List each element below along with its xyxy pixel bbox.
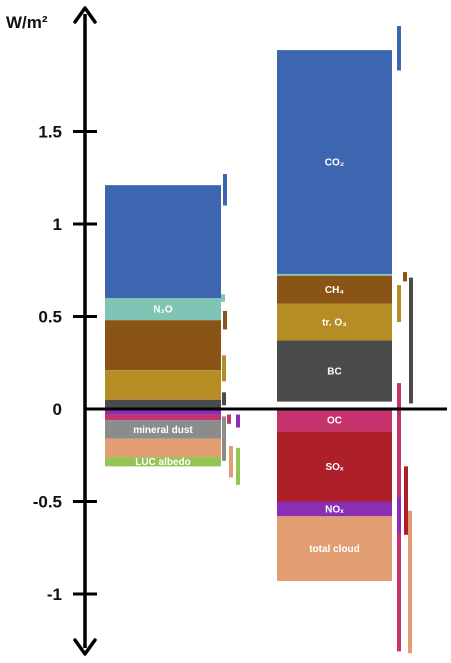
uncertainty-range-bar — [222, 392, 226, 406]
uncertainty-range-bar — [222, 355, 226, 382]
segment-label: LUC albedo — [135, 457, 191, 468]
segment-label: mineral dust — [133, 425, 193, 436]
stack-1-segment — [105, 409, 221, 415]
stack-2-segment — [277, 275, 392, 304]
uncertainty-range-bar — [222, 416, 226, 461]
y-axis-top-arrow — [73, 6, 97, 24]
uncertainty-range-bar — [397, 285, 401, 323]
uncertainty-range-bar — [229, 446, 233, 478]
uncertainty-range-bar — [223, 310, 227, 330]
uncertainty-range-bar — [397, 497, 401, 533]
stack-1-segment — [105, 414, 221, 421]
stack-2-segment — [277, 516, 392, 582]
y-tick-label: -1 — [47, 585, 62, 604]
uncertainty-range-bar — [236, 414, 240, 428]
y-axis-unit-label: W/m² — [6, 13, 48, 32]
uncertainty-range-bar — [223, 174, 227, 206]
stack-1-segment — [105, 438, 221, 458]
y-axis-bottom-arrow — [73, 638, 97, 656]
uncertainty-range-bar — [404, 466, 408, 535]
stack-1-segment — [105, 370, 221, 400]
segment-label: total cloud — [309, 544, 360, 555]
uncertainty-range-bar — [397, 26, 401, 71]
segment-label: CH₄ — [325, 285, 344, 296]
y-tick-label: -0.5 — [33, 493, 62, 512]
stack-1-segment — [105, 420, 221, 439]
stack-segments — [105, 50, 392, 582]
segment-label: tr. O₃ — [322, 318, 347, 329]
stack-2-segment — [277, 340, 392, 402]
stack-2-segment — [277, 431, 392, 502]
y-tick-label: 0.5 — [38, 308, 62, 327]
y-tick-label: 0 — [53, 400, 62, 419]
uncertainty-range-bar — [403, 272, 407, 282]
stack-1-segment — [105, 298, 221, 321]
segment-label: NOₓ — [325, 504, 344, 515]
y-axis-ticks: 1.5 1 0.5 0 -0.5 -1 — [33, 123, 97, 604]
segment-label: OC — [327, 416, 342, 427]
y-tick-label: 1 — [53, 215, 62, 234]
uncertainty-ranges — [221, 26, 413, 654]
segment-labels: N₂O mineral dust LUC albedo CO₂ CH₄ tr. O₃ BC O… — [133, 158, 360, 556]
stack-1-segment — [105, 457, 221, 467]
segment-label: SOₓ — [325, 462, 343, 473]
stack-1-segment — [105, 320, 221, 371]
stack-2-segment — [277, 409, 392, 432]
stack-2-segment — [277, 303, 392, 341]
stack-2-segment — [277, 273, 392, 276]
stack-1-segment — [105, 185, 221, 298]
segment-label: CO₂ — [325, 158, 344, 169]
stack-2-segment — [277, 50, 392, 274]
uncertainty-range-bar — [408, 510, 412, 654]
segment-label: N₂O — [153, 305, 173, 316]
segment-label: BC — [327, 367, 341, 378]
stack-2-segment — [277, 501, 392, 517]
uncertainty-range-bar — [409, 277, 413, 404]
y-tick-label: 1.5 — [38, 123, 62, 142]
uncertainty-range-bar — [221, 294, 225, 302]
uncertainty-range-bar — [227, 414, 231, 424]
stack-1-segment — [105, 399, 221, 409]
uncertainty-range-bar — [236, 447, 240, 485]
y-axis: W/m² — [6, 6, 97, 656]
